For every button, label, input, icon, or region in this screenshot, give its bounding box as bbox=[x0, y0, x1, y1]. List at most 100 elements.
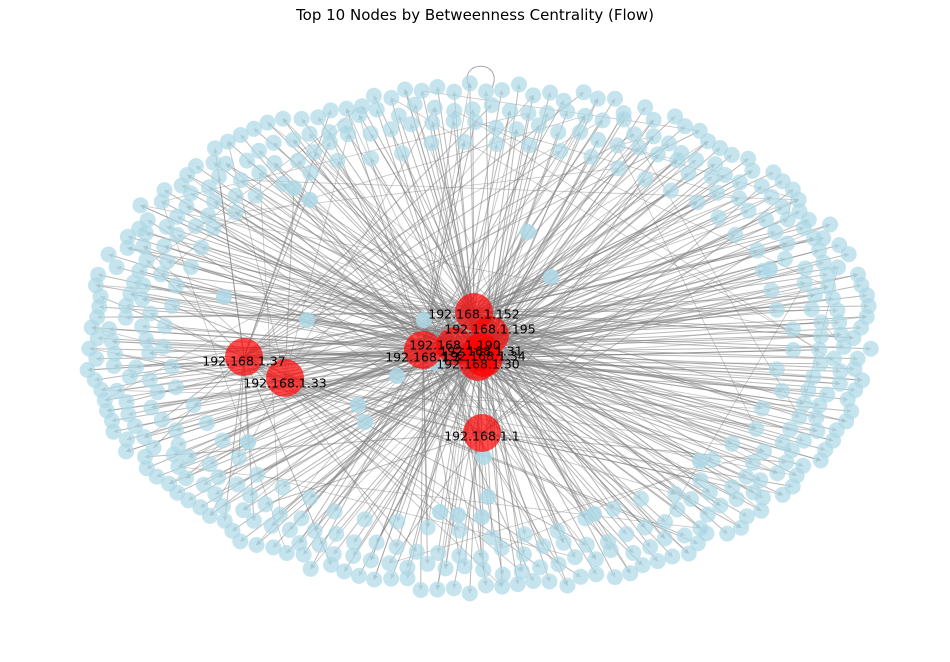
top-node-label: 192.168.1.190 bbox=[409, 338, 500, 353]
graph-node bbox=[813, 314, 830, 331]
graph-node bbox=[535, 538, 552, 555]
graph-node bbox=[178, 470, 194, 487]
edge bbox=[145, 337, 456, 347]
edge bbox=[164, 323, 424, 351]
graph-node bbox=[717, 167, 733, 183]
edge bbox=[483, 347, 794, 359]
graph-node bbox=[752, 472, 769, 489]
graph-node bbox=[153, 411, 170, 428]
graph-node bbox=[199, 415, 215, 432]
graph-node bbox=[430, 545, 447, 561]
graph-node bbox=[157, 318, 173, 335]
edge bbox=[422, 349, 431, 528]
graph-node bbox=[680, 545, 697, 562]
edge bbox=[473, 241, 788, 313]
edge bbox=[477, 288, 772, 363]
graph-node bbox=[709, 184, 725, 201]
graph-node bbox=[790, 191, 807, 208]
edge bbox=[284, 107, 436, 379]
graph-node bbox=[550, 124, 567, 141]
graph-node bbox=[158, 218, 175, 235]
edge bbox=[134, 361, 479, 428]
edge bbox=[284, 133, 350, 379]
graph-node bbox=[446, 83, 463, 100]
graph-node bbox=[483, 97, 500, 113]
edge bbox=[376, 351, 482, 543]
edge bbox=[309, 351, 482, 499]
graph-node bbox=[587, 551, 604, 568]
top-node-label: 192.168.1.31 bbox=[439, 344, 523, 359]
edge bbox=[489, 128, 519, 336]
graph-node bbox=[811, 242, 828, 259]
graph-node bbox=[494, 82, 510, 99]
graph-node bbox=[135, 277, 152, 294]
edge bbox=[473, 303, 870, 313]
graph-node bbox=[754, 400, 770, 417]
graph-node bbox=[245, 512, 262, 529]
edge bbox=[481, 432, 701, 482]
graph-node bbox=[634, 557, 651, 574]
graph-node bbox=[322, 102, 339, 119]
edge bbox=[309, 357, 485, 499]
edge bbox=[243, 356, 588, 546]
edge bbox=[328, 131, 424, 351]
graph-node bbox=[779, 211, 796, 228]
edge bbox=[483, 273, 859, 359]
graph-node bbox=[649, 553, 666, 570]
edge bbox=[473, 143, 499, 313]
graph-node bbox=[263, 517, 280, 534]
graph-node bbox=[149, 384, 166, 401]
graph-node bbox=[230, 449, 247, 466]
graph-node bbox=[493, 540, 510, 557]
graph-node bbox=[703, 168, 720, 185]
edge bbox=[480, 199, 800, 353]
graph-node bbox=[128, 359, 144, 376]
graph-node bbox=[217, 155, 234, 172]
graph-node bbox=[530, 117, 547, 134]
graph-node bbox=[216, 289, 232, 305]
graph-node bbox=[311, 536, 328, 553]
edge bbox=[477, 152, 682, 363]
graph-node bbox=[513, 563, 530, 580]
edge bbox=[370, 345, 456, 561]
graph-node bbox=[461, 75, 478, 92]
graph-node bbox=[756, 443, 772, 460]
graph-node bbox=[795, 219, 812, 236]
edge bbox=[489, 334, 586, 519]
graph-node bbox=[662, 182, 679, 199]
edge bbox=[213, 201, 424, 351]
edge bbox=[473, 226, 805, 313]
graph-node bbox=[168, 277, 185, 294]
graph-node bbox=[302, 560, 319, 577]
graph-node bbox=[550, 556, 567, 573]
graph-node bbox=[615, 111, 632, 128]
graph-node bbox=[161, 475, 178, 492]
edge bbox=[422, 349, 534, 582]
graph-node bbox=[474, 509, 490, 525]
graph-node bbox=[609, 137, 626, 154]
graph-node bbox=[541, 573, 558, 590]
graph-node bbox=[478, 83, 494, 100]
graph-node bbox=[724, 435, 741, 452]
edge bbox=[264, 432, 483, 506]
graph-node bbox=[689, 535, 706, 552]
edge bbox=[125, 311, 475, 321]
edge bbox=[147, 219, 483, 434]
graph-node bbox=[502, 102, 518, 119]
graph-node bbox=[862, 340, 879, 357]
graph-node bbox=[257, 496, 274, 513]
graph-node bbox=[692, 453, 708, 469]
graph-node bbox=[797, 260, 814, 277]
edge bbox=[171, 305, 483, 434]
graph-node bbox=[413, 82, 430, 99]
edge bbox=[483, 357, 793, 452]
graph-node bbox=[753, 178, 770, 195]
top-node-label: 192.168.1.33 bbox=[243, 376, 327, 391]
graph-node bbox=[423, 135, 440, 151]
edge bbox=[489, 314, 868, 336]
graph-node bbox=[138, 331, 155, 348]
graph-node bbox=[669, 152, 686, 169]
graph-node bbox=[692, 520, 709, 537]
edge bbox=[477, 361, 822, 367]
graph-node bbox=[351, 567, 367, 584]
